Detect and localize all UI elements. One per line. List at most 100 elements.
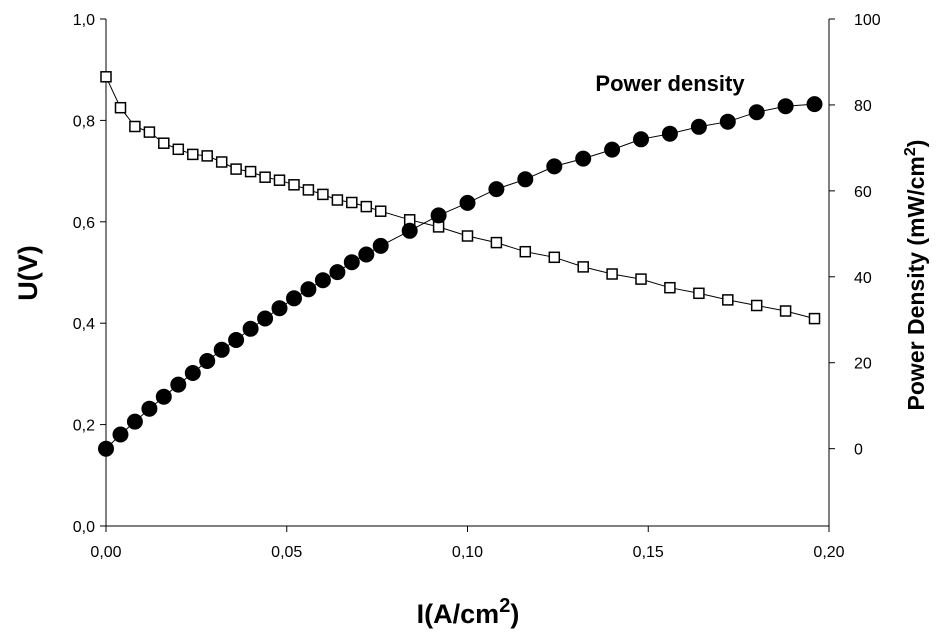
power-density-data-point bbox=[777, 98, 794, 115]
y-tick-label: 0,4 bbox=[73, 316, 95, 333]
voltage-data-point bbox=[693, 287, 705, 300]
power-density-data-point bbox=[633, 131, 649, 148]
series-lines bbox=[105, 76, 815, 450]
y-tick-label: 0,6 bbox=[73, 215, 95, 232]
x-axis-title: I(A/cm2) bbox=[417, 595, 520, 629]
power-density-data-point bbox=[546, 158, 563, 175]
voltage-data-point bbox=[331, 194, 344, 206]
power-density-data-point bbox=[806, 96, 823, 113]
voltage-data-point bbox=[346, 196, 358, 209]
y2-tick-label: 20 bbox=[854, 356, 872, 373]
power-density-data-point bbox=[343, 254, 360, 271]
x-tick-label: 0,15 bbox=[633, 544, 664, 561]
voltage-data-point bbox=[374, 205, 387, 217]
y-tick-label: 1,0 bbox=[73, 12, 95, 29]
power-density-data-point bbox=[604, 141, 621, 158]
power-density-annotation: Power density bbox=[595, 71, 745, 96]
voltage-data-point bbox=[360, 200, 373, 213]
y2-axis-title-close: ) bbox=[903, 140, 929, 148]
power-density-data-point bbox=[329, 264, 346, 281]
y-tick-label: 0,2 bbox=[73, 418, 95, 435]
power-density-data-point bbox=[300, 281, 317, 298]
x-axis-title-sup: 2 bbox=[499, 595, 510, 617]
power-density-data-point bbox=[112, 426, 129, 443]
voltage-data-point bbox=[302, 184, 315, 196]
voltage-data-point bbox=[577, 261, 589, 273]
voltage-data-point bbox=[114, 101, 127, 114]
y2-axis-title-sup: 2 bbox=[902, 147, 919, 156]
y2-axis-title-main: Power Density (mW/cm bbox=[903, 156, 929, 410]
x-tick-label: 0,20 bbox=[813, 544, 844, 561]
voltage-data-point bbox=[273, 174, 286, 186]
power-density-data-point bbox=[314, 272, 331, 289]
power-density-data-point bbox=[719, 113, 736, 130]
power-density-data-point bbox=[184, 365, 201, 381]
power-density-data-point bbox=[459, 194, 476, 211]
voltage-data-point bbox=[288, 179, 300, 191]
series-markers bbox=[98, 71, 823, 457]
power-density-data-point bbox=[661, 125, 678, 142]
voltage-data-point bbox=[635, 273, 647, 285]
axes: 0,0 0,2 0,4 0,6 0,8 1,0 0,00 0,05 0,10 0,15 0,20 0 2… bbox=[73, 12, 881, 561]
power-density-data-point bbox=[358, 246, 375, 263]
power-density-data-point bbox=[213, 341, 230, 358]
voltage-data-point bbox=[158, 137, 170, 149]
y2-tick-label: 40 bbox=[854, 270, 872, 287]
power-density-data-point bbox=[690, 118, 707, 135]
power-density-data-point bbox=[488, 181, 505, 198]
y2-tick-label: 80 bbox=[854, 98, 872, 115]
voltage-data-point bbox=[519, 245, 532, 258]
power-density-data-point bbox=[286, 290, 302, 307]
voltage-data-point bbox=[750, 299, 763, 312]
y-tick-label: 0,8 bbox=[73, 113, 95, 130]
x-tick-label: 0,10 bbox=[452, 544, 483, 561]
y2-axis-title: Power Density (mW/cm2) bbox=[902, 140, 929, 411]
y2-tick-label: 0 bbox=[854, 442, 863, 459]
power-density-data-point bbox=[401, 222, 418, 239]
x-axis-title-main: I(A/cm bbox=[417, 599, 500, 629]
power-density-data-point bbox=[271, 300, 288, 317]
power-density-data-point bbox=[372, 237, 389, 254]
voltage-data-point bbox=[490, 236, 503, 249]
voltage-data-point bbox=[230, 163, 242, 175]
power-density-data-point bbox=[98, 440, 114, 457]
x-axis-title-close: ) bbox=[510, 599, 519, 629]
power-density-data-point bbox=[257, 310, 274, 327]
power-density-data-point bbox=[199, 353, 216, 369]
voltage-series-line bbox=[105, 76, 815, 320]
power-density-data-point bbox=[126, 413, 143, 430]
voltage-data-point bbox=[259, 171, 271, 183]
voltage-data-point bbox=[215, 156, 228, 168]
x-tick-label: 0,00 bbox=[90, 544, 121, 561]
voltage-data-point bbox=[244, 165, 257, 178]
voltage-data-point bbox=[100, 71, 112, 83]
y-axis-title: U(V) bbox=[13, 245, 43, 301]
voltage-data-point bbox=[548, 251, 561, 264]
power-density-data-point bbox=[242, 320, 259, 337]
power-density-data-point bbox=[141, 400, 158, 417]
power-density-data-point bbox=[170, 376, 187, 393]
power-density-data-point bbox=[517, 171, 534, 188]
voltage-data-point bbox=[722, 294, 734, 306]
voltage-data-point bbox=[808, 312, 821, 325]
power-density-data-point bbox=[228, 332, 245, 348]
y2-tick-label: 100 bbox=[854, 12, 881, 29]
power-density-data-point bbox=[430, 207, 447, 224]
voltage-data-point bbox=[201, 150, 213, 162]
power-density-data-point bbox=[748, 104, 765, 121]
power-density-data-point bbox=[575, 150, 592, 167]
y-tick-label: 0,0 bbox=[73, 519, 95, 536]
y2-tick-label: 60 bbox=[854, 184, 872, 201]
voltage-data-point bbox=[664, 281, 676, 294]
voltage-data-point bbox=[779, 305, 792, 317]
voltage-data-point bbox=[317, 188, 329, 201]
voltage-data-point bbox=[143, 126, 156, 138]
voltage-data-point bbox=[187, 148, 199, 161]
power-density-data-point bbox=[155, 388, 172, 405]
voltage-data-point bbox=[172, 143, 185, 156]
voltage-data-point bbox=[606, 268, 618, 280]
voltage-data-point bbox=[129, 120, 141, 133]
voltage-data-point bbox=[461, 230, 474, 242]
x-tick-label: 0,05 bbox=[271, 544, 302, 561]
